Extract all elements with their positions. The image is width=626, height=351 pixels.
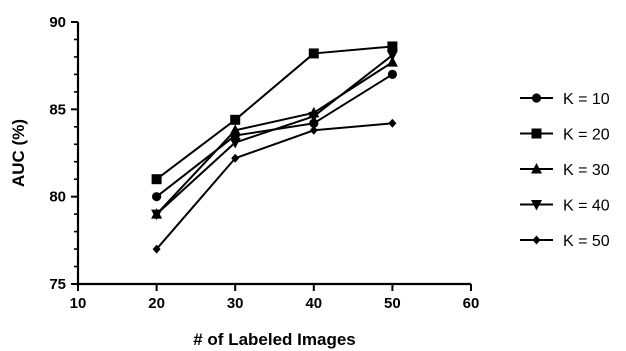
series-line <box>155 54 394 215</box>
legend-marker <box>531 200 542 211</box>
data-point <box>309 125 318 135</box>
series-line <box>155 61 393 215</box>
y-axis-title: AUC (%) <box>9 119 28 187</box>
legend-label: K = 20 <box>563 127 610 144</box>
data-point <box>152 192 162 202</box>
series-2 <box>151 41 398 185</box>
y-tick-label: 75 <box>49 276 66 293</box>
data-point <box>388 118 397 128</box>
data-point <box>229 138 241 149</box>
x-tick-label: 20 <box>148 295 165 312</box>
legend-label: K = 10 <box>563 91 610 108</box>
data-point <box>309 118 319 128</box>
series-line <box>155 122 393 250</box>
legend-item: K = 40 <box>520 198 610 215</box>
legend-marker <box>531 163 542 174</box>
legend-item: K = 50 <box>520 233 610 250</box>
y-tick-label: 85 <box>49 101 66 118</box>
x-tick-label: 50 <box>384 295 401 312</box>
series-line <box>155 73 393 198</box>
x-tick-label: 60 <box>463 295 480 312</box>
data-point <box>152 244 161 254</box>
data-point <box>308 111 320 123</box>
legend-label: K = 30 <box>563 162 610 179</box>
tick-labels: 75 80 85 90 10 20 30 40 50 60 <box>49 14 479 312</box>
legend-marker <box>531 93 542 103</box>
legend-marker <box>531 128 542 139</box>
data-point <box>386 50 398 62</box>
x-axis-title: # of Labeled Images <box>193 330 356 349</box>
data-point <box>229 124 241 135</box>
data-point <box>387 69 397 79</box>
x-tick-label: 10 <box>70 295 87 312</box>
data-point <box>230 114 241 125</box>
y-tick-label: 90 <box>49 14 66 31</box>
data-point <box>151 209 163 221</box>
data-point <box>386 56 398 67</box>
data-point <box>151 174 162 185</box>
axes <box>71 21 472 291</box>
series-group <box>151 41 398 254</box>
x-tick-label: 30 <box>227 295 244 312</box>
data-point <box>308 48 319 59</box>
data-point <box>231 153 240 163</box>
legend-item: K = 30 <box>520 162 610 179</box>
legend-marker <box>532 235 541 245</box>
legend-label: K = 40 <box>563 198 610 215</box>
x-tick-label: 40 <box>305 295 322 312</box>
legend-item: K = 10 <box>520 91 610 108</box>
y-tick-label: 80 <box>49 189 66 206</box>
legend-item: K = 20 <box>520 127 610 144</box>
data-point <box>387 41 398 52</box>
legend-label: K = 50 <box>563 233 610 250</box>
series-line <box>155 45 393 180</box>
legend: K = 10 K = 20 K = 30 K = 40 K = 50 <box>520 91 610 250</box>
series-4 <box>151 50 398 221</box>
series-1 <box>152 69 397 202</box>
series-5 <box>152 118 397 254</box>
